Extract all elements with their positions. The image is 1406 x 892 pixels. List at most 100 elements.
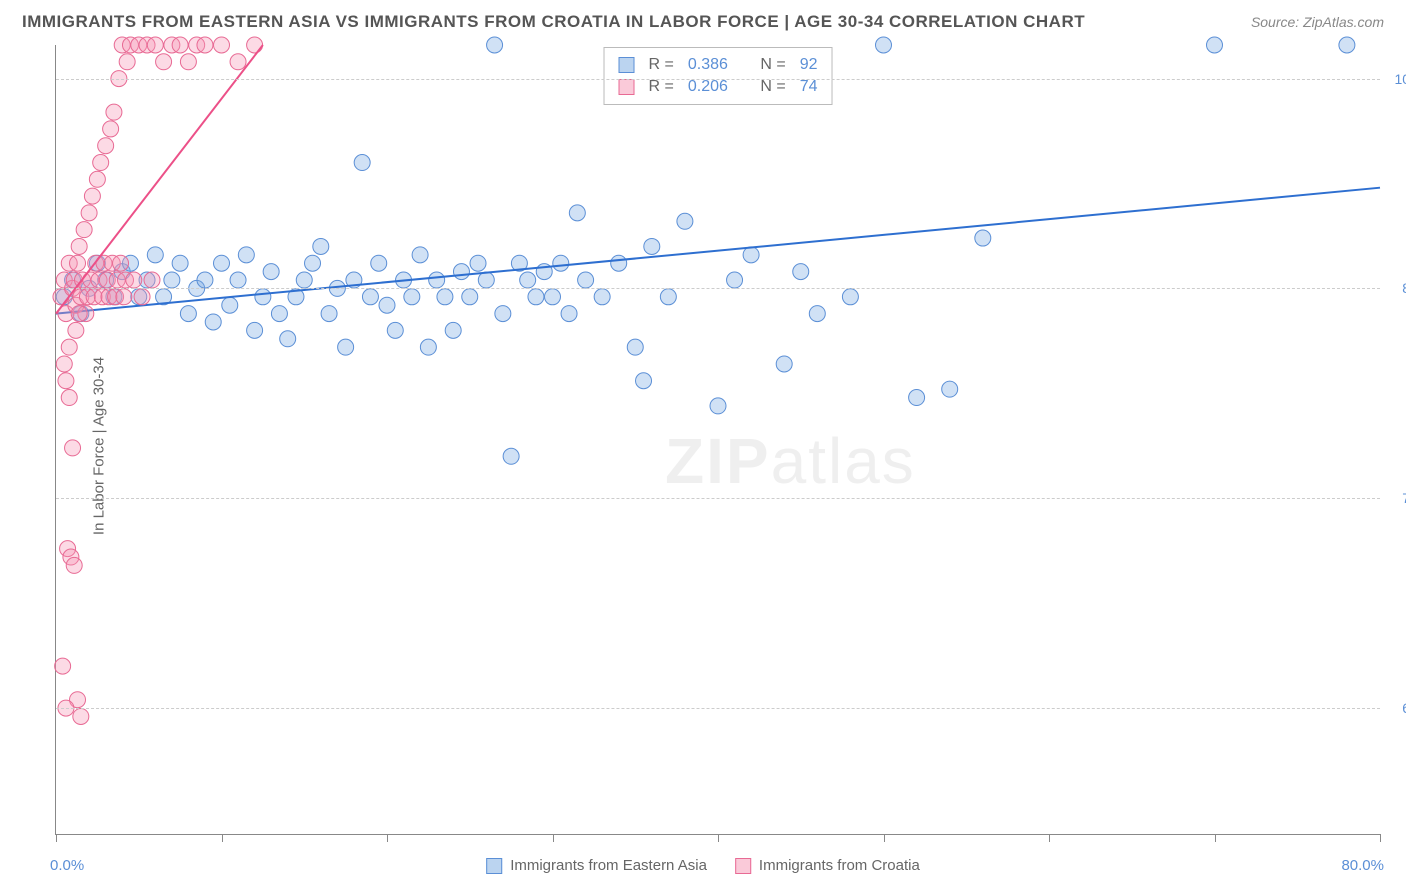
data-point [89,171,105,187]
data-point [495,306,511,322]
trend-line [56,45,263,314]
data-point [247,322,263,338]
data-point [61,390,77,406]
data-point [412,247,428,263]
data-point [776,356,792,372]
data-point [462,289,478,305]
data-point [65,440,81,456]
legend-item-1: Immigrants from Eastern Asia [486,857,707,874]
data-point [116,289,132,305]
data-point [164,272,180,288]
data-point [58,373,74,389]
data-point [387,322,403,338]
data-point [487,37,503,53]
data-point [1339,37,1355,53]
x-axis-min-label: 0.0% [50,857,84,874]
data-point [404,289,420,305]
x-axis-max-label: 80.0% [1341,857,1384,874]
data-point [842,289,858,305]
data-point [710,398,726,414]
data-point [371,255,387,271]
data-point [503,448,519,464]
data-point [909,390,925,406]
data-point [594,289,610,305]
data-point [214,37,230,53]
data-point [876,37,892,53]
source-attribution: Source: ZipAtlas.com [1251,14,1384,30]
data-point [305,255,321,271]
data-point [56,356,72,372]
data-point [445,322,461,338]
data-point [313,238,329,254]
gridline [56,498,1380,499]
trend-line [56,188,1380,314]
data-point [545,289,561,305]
data-point [230,272,246,288]
x-tick [1049,834,1050,842]
data-point [180,54,196,70]
data-point [975,230,991,246]
data-point [437,289,453,305]
data-point [561,306,577,322]
data-point [144,272,160,288]
data-point [73,708,89,724]
data-point [214,255,230,271]
data-point [71,306,87,322]
data-point [354,155,370,171]
chart-title: IMMIGRANTS FROM EASTERN ASIA VS IMMIGRAN… [22,12,1085,32]
y-tick-label: 87.5% [1402,280,1406,296]
data-point [205,314,221,330]
plot-area: ZIPatlas R = 0.386 N = 92 R = 0.206 N = … [55,45,1380,835]
gridline [56,79,1380,80]
bottom-legend: Immigrants from Eastern Asia Immigrants … [486,857,920,874]
y-tick-label: 100.0% [1395,71,1406,87]
data-point [103,121,119,137]
data-point [71,238,87,254]
data-point [68,322,84,338]
swatch-pink-icon [735,858,751,874]
y-tick-label: 75.0% [1402,490,1406,506]
data-point [809,306,825,322]
x-tick [222,834,223,842]
data-point [55,658,71,674]
data-point [271,306,287,322]
data-point [106,104,122,120]
data-point [172,255,188,271]
data-point [429,272,445,288]
x-tick [1380,834,1381,842]
x-tick [718,834,719,842]
stats-box: R = 0.386 N = 92 R = 0.206 N = 74 [604,47,833,105]
data-point [247,37,263,53]
data-point [126,272,142,288]
data-point [66,557,82,573]
data-point [520,272,536,288]
data-point [478,272,494,288]
data-point [156,54,172,70]
data-point [119,54,135,70]
data-point [660,289,676,305]
swatch-blue-icon [619,57,635,73]
data-point [644,238,660,254]
x-tick [1215,834,1216,842]
data-point [147,37,163,53]
stats-row-1: R = 0.386 N = 92 [619,54,818,76]
chart-container: IMMIGRANTS FROM EASTERN ASIA VS IMMIGRAN… [0,0,1406,892]
y-tick-label: 62.5% [1402,700,1406,716]
data-point [636,373,652,389]
data-point [338,339,354,355]
data-point [76,222,92,238]
data-point [743,247,759,263]
data-point [578,272,594,288]
data-point [81,205,97,221]
data-point [1207,37,1223,53]
data-point [727,272,743,288]
x-tick [553,834,554,842]
data-point [98,138,114,154]
data-point [280,331,296,347]
data-point [321,306,337,322]
data-point [84,188,100,204]
data-point [197,272,213,288]
data-point [255,289,271,305]
data-point [553,255,569,271]
data-point [942,381,958,397]
